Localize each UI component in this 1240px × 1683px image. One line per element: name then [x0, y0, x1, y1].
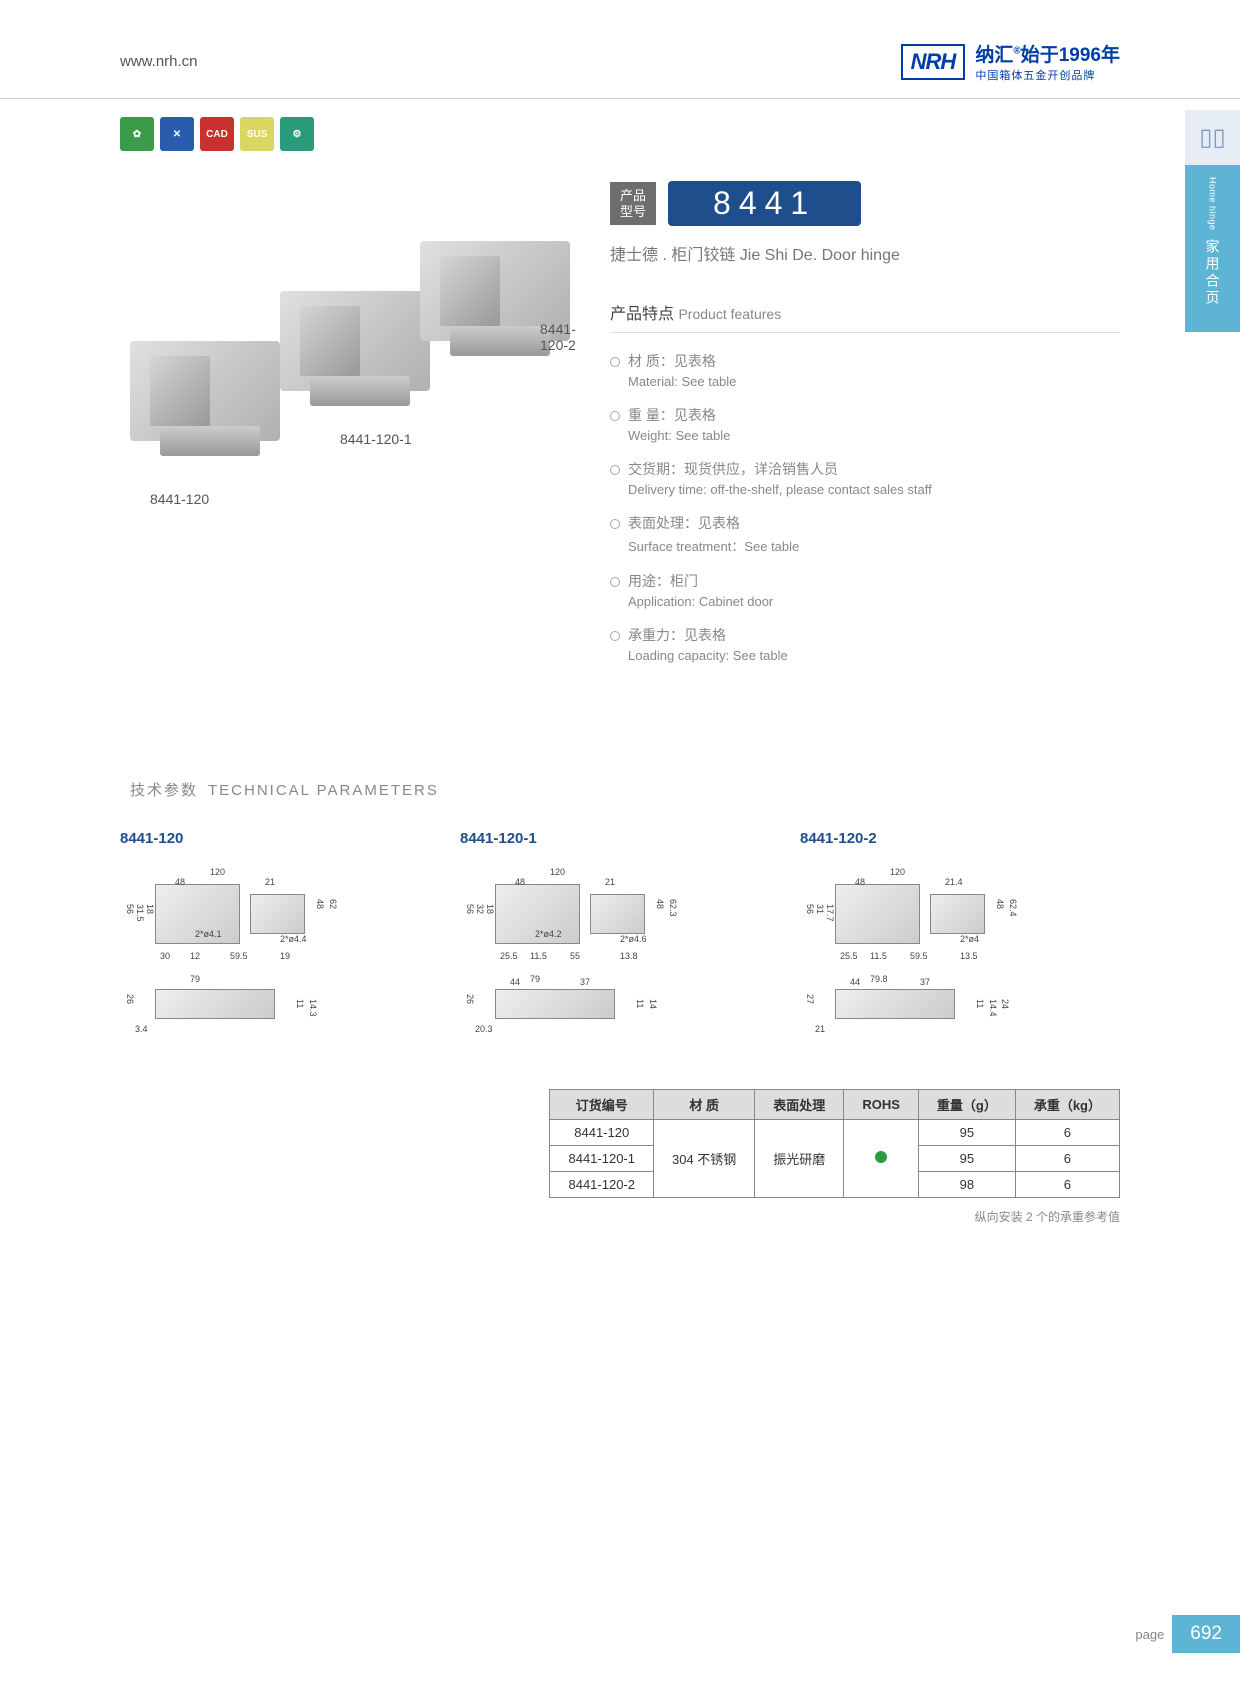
- cell-code: 8441-120-1: [550, 1146, 654, 1172]
- feature-cn: 用途：柜门: [628, 571, 1120, 591]
- feature-icon: SUS: [240, 117, 274, 151]
- spec-table: 订货编号材 质表面处理ROHS重量（g）承重（kg）8441-120304 不锈…: [549, 1089, 1120, 1198]
- cell-material: 304 不锈钢: [653, 1120, 754, 1198]
- table-header: 订货编号: [550, 1090, 654, 1120]
- side-category-tab: ▯▯ Home hinge 家用合页: [1185, 110, 1240, 332]
- features-title: 产品特点 Product features: [610, 300, 1120, 333]
- feature-cn: 材 质：见表格: [628, 351, 1120, 371]
- feature-cn: 交货期：现货供应，详洽销售人员: [628, 459, 1120, 479]
- feature-item: 交货期：现货供应，详洽销售人员 Delivery time: off-the-sh…: [610, 459, 1120, 497]
- feature-item: 重 量：见表格 Weight: See table: [610, 405, 1120, 443]
- technical-diagram: 8441-120 12048215631.5182*ø4.12*ø4.430125…: [120, 830, 440, 1059]
- feature-icon: ⚙: [280, 117, 314, 151]
- product-label: 8441-120-2: [540, 321, 580, 353]
- feature-en: Material: See table: [628, 374, 1120, 389]
- feature-cn: 重 量：见表格: [628, 405, 1120, 425]
- rohs-dot-icon: [875, 1151, 887, 1163]
- cell-weight: 95: [918, 1146, 1015, 1172]
- main-content: 8441-120 8441-120-1 8441-120-2 产品 型号 844…: [0, 151, 1240, 679]
- feature-en: Loading capacity: See table: [628, 648, 1120, 663]
- website-url: www.nrh.cn: [120, 53, 198, 70]
- hinge-icon: ▯▯: [1185, 110, 1240, 165]
- feature-icons-row: ✿✕CADSUS⚙: [0, 99, 1240, 151]
- feature-icon: ✕: [160, 117, 194, 151]
- cell-load: 6: [1015, 1120, 1119, 1146]
- product-info: 产品 型号 8441 捷士德 . 柜门铰链 Jie Shi De. Door h…: [580, 181, 1120, 679]
- table-header: 材 质: [653, 1090, 754, 1120]
- cell-weight: 98: [918, 1172, 1015, 1198]
- logo-area: NRH 纳汇®始于1996年 中国箱体五金开创品牌: [901, 40, 1120, 83]
- cell-weight: 95: [918, 1120, 1015, 1146]
- brand-tagline: 中国箱体五金开创品牌: [975, 67, 1120, 83]
- cell-load: 6: [1015, 1146, 1119, 1172]
- product-image-area: 8441-120 8441-120-1 8441-120-2: [120, 181, 580, 581]
- diagram-drawing: 12048215632182*ø4.22*ø4.625.511.55513.84…: [460, 859, 780, 1059]
- table-row: 8441-120304 不锈钢振光研磨956: [550, 1120, 1120, 1146]
- product-label: 8441-120-1: [340, 431, 412, 447]
- feature-item: 用途：柜门 Application: Cabinet door: [610, 571, 1120, 609]
- table-header: ROHS: [844, 1090, 919, 1120]
- cell-rohs: [844, 1120, 919, 1198]
- hinge-illustration: [280, 291, 430, 391]
- feature-item: 表面处理：见表格 Surface treatment：See table: [610, 513, 1120, 555]
- diagram-label: 8441-120: [120, 830, 440, 847]
- cell-code: 8441-120-2: [550, 1172, 654, 1198]
- table-note: 纵向安装 2 个的承重参考值: [549, 1208, 1120, 1225]
- feature-en: Surface treatment：See table: [628, 536, 1120, 555]
- brand-line: 纳汇®始于1996年: [975, 40, 1120, 67]
- technical-section: 技术参数TECHNICAL PARAMETERS 8441-120 1204821…: [0, 679, 1240, 1225]
- hinge-illustration: [130, 341, 280, 441]
- category-en: Home hinge: [1208, 177, 1218, 231]
- table-header: 重量（g）: [918, 1090, 1015, 1120]
- logo-text: 纳汇®始于1996年 中国箱体五金开创品牌: [975, 40, 1120, 83]
- spec-table-wrap: 订货编号材 质表面处理ROHS重量（g）承重（kg）8441-120304 不锈…: [120, 1089, 1120, 1225]
- category-cn: 家用合页: [1203, 239, 1223, 307]
- cell-load: 6: [1015, 1172, 1119, 1198]
- page-label: page: [1135, 1627, 1164, 1642]
- table-header: 表面处理: [755, 1090, 844, 1120]
- feature-en: Delivery time: off-the-shelf, please con…: [628, 482, 1120, 497]
- tech-title: 技术参数TECHNICAL PARAMETERS: [120, 779, 1120, 800]
- product-label: 8441-120: [150, 491, 209, 507]
- diagram-drawing: 1204821.4563117.72*ø425.511.559.513.5486…: [800, 859, 1120, 1059]
- table-header: 承重（kg）: [1015, 1090, 1119, 1120]
- diagram-label: 8441-120-1: [460, 830, 780, 847]
- page-number: 692: [1172, 1615, 1240, 1653]
- diagram-drawing: 12048215631.5182*ø4.12*ø4.4301259.519486…: [120, 859, 440, 1059]
- technical-diagram: 8441-120-2 1204821.4563117.72*ø425.511.55…: [800, 830, 1120, 1059]
- feature-item: 材 质：见表格 Material: See table: [610, 351, 1120, 389]
- feature-en: Weight: See table: [628, 428, 1120, 443]
- model-tag: 产品 型号: [610, 182, 656, 225]
- logo-mark: NRH: [901, 44, 966, 80]
- features-list: 材 质：见表格 Material: See table 重 量：见表格 Weight:…: [610, 351, 1120, 663]
- cell-treatment: 振光研磨: [755, 1120, 844, 1198]
- page-footer: page 692: [1135, 1615, 1240, 1653]
- category-label: Home hinge 家用合页: [1185, 165, 1240, 332]
- feature-icon: ✿: [120, 117, 154, 151]
- diagram-label: 8441-120-2: [800, 830, 1120, 847]
- feature-cn: 表面处理：见表格: [628, 513, 1120, 533]
- technical-diagram: 8441-120-1 12048215632182*ø4.22*ø4.625.51…: [460, 830, 780, 1059]
- feature-icon: CAD: [200, 117, 234, 151]
- page-header: www.nrh.cn NRH 纳汇®始于1996年 中国箱体五金开创品牌: [0, 0, 1240, 99]
- model-row: 产品 型号 8441: [610, 181, 1120, 226]
- feature-en: Application: Cabinet door: [628, 594, 1120, 609]
- product-subtitle: 捷士德 . 柜门铰链 Jie Shi De. Door hinge: [610, 241, 1120, 265]
- feature-cn: 承重力：见表格: [628, 625, 1120, 645]
- model-number: 8441: [668, 181, 861, 226]
- diagrams-row: 8441-120 12048215631.5182*ø4.12*ø4.430125…: [120, 830, 1120, 1059]
- cell-code: 8441-120: [550, 1120, 654, 1146]
- feature-item: 承重力：见表格 Loading capacity: See table: [610, 625, 1120, 663]
